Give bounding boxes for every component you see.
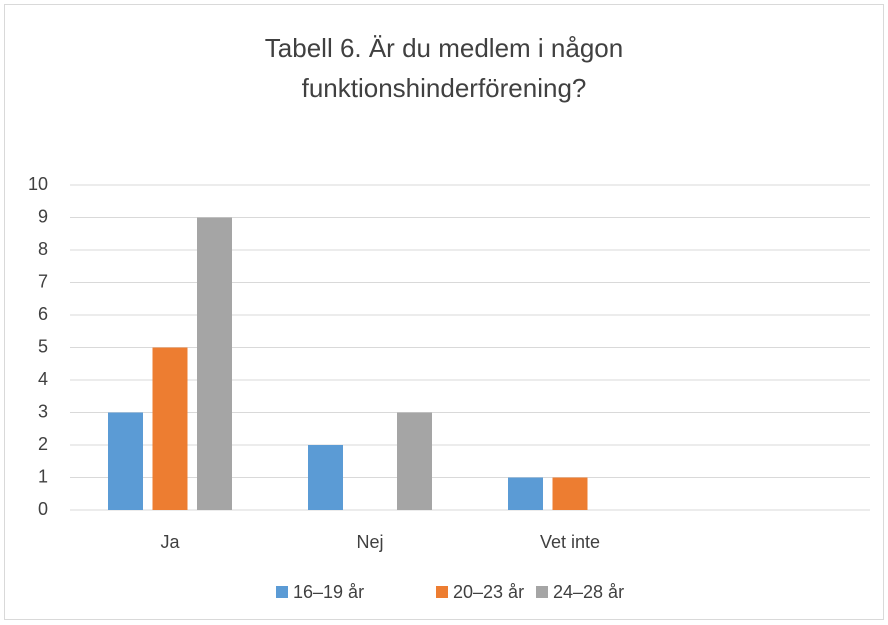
y-tick-label: 6 [38, 304, 48, 324]
y-tick-label: 1 [38, 466, 48, 486]
chart-title: Tabell 6. Är du medlem i någon [265, 33, 623, 63]
bar [152, 347, 188, 510]
legend-swatch [436, 586, 448, 598]
y-tick-label: 5 [38, 336, 48, 356]
y-tick-label: 4 [38, 369, 48, 389]
chart-border [4, 4, 884, 620]
bar [397, 412, 432, 510]
y-tick-label: 2 [38, 434, 48, 454]
y-tick-label: 10 [28, 174, 48, 194]
x-tick-label: Nej [356, 532, 383, 552]
chart-title: funktionshinderförening? [302, 73, 587, 103]
y-tick-label: 9 [38, 206, 48, 226]
bar [308, 445, 343, 510]
bar [197, 217, 232, 510]
x-tick-label: Ja [160, 532, 180, 552]
y-tick-label: 7 [38, 271, 48, 291]
bar [552, 477, 588, 510]
legend-label: 16–19 år [293, 582, 364, 602]
y-tick-label: 8 [38, 239, 48, 259]
bar [108, 412, 143, 510]
y-tick-label: 0 [38, 499, 48, 519]
legend-label: 24–28 år [553, 582, 624, 602]
bar [508, 477, 543, 510]
legend-swatch [276, 586, 288, 598]
y-tick-label: 3 [38, 401, 48, 421]
legend-swatch [536, 586, 548, 598]
legend-label: 20–23 år [453, 582, 524, 602]
x-tick-label: Vet inte [540, 532, 600, 552]
